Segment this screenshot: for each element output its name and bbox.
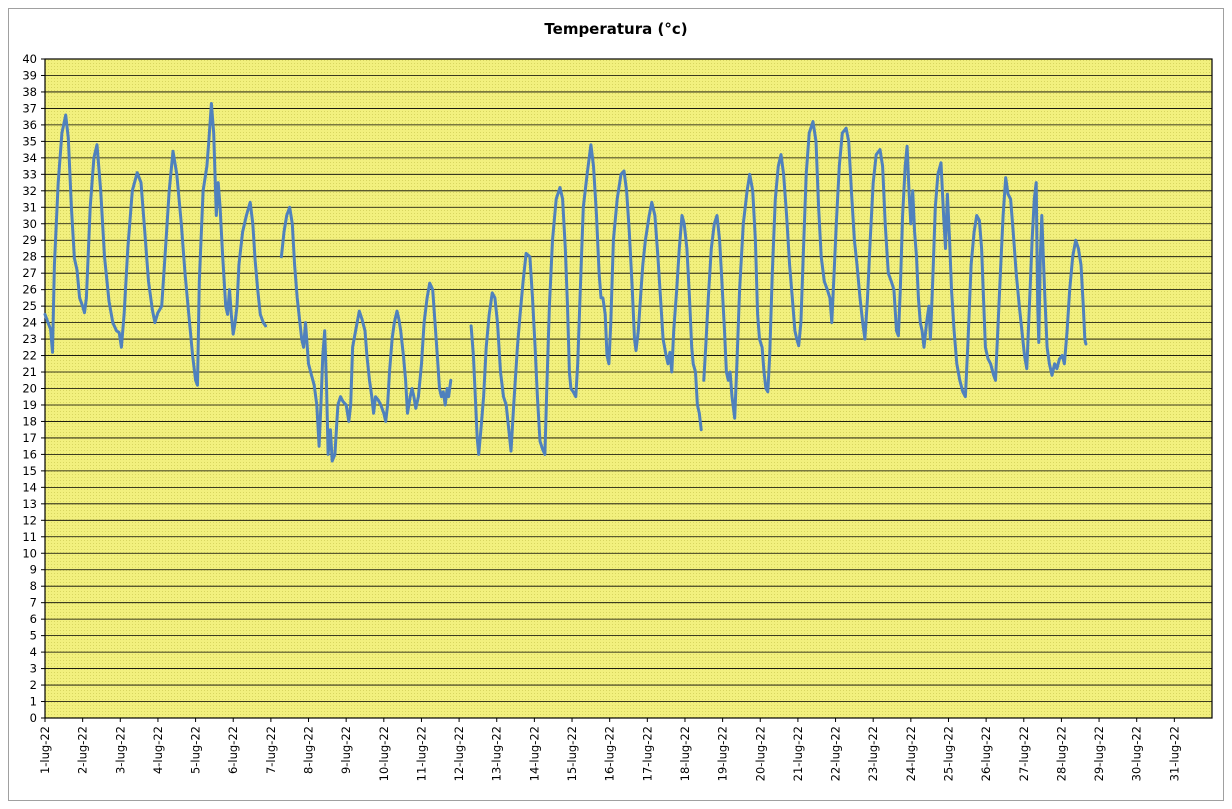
x-tick-label: 2-lug-22 — [76, 726, 90, 774]
y-tick-label: 6 — [30, 612, 37, 626]
y-tick-label: 8 — [30, 579, 37, 593]
y-tick-label: 11 — [22, 530, 37, 544]
x-tick-label: 20-lug-22 — [753, 726, 767, 781]
temperature-series-line — [469, 143, 703, 456]
y-tick-label: 24 — [22, 316, 37, 330]
x-tick-label: 14-lug-22 — [527, 726, 541, 781]
y-tick-label: 29 — [22, 233, 37, 247]
y-tick-label: 32 — [22, 184, 37, 198]
y-tick-label: 35 — [22, 134, 37, 148]
temperature-series-line — [702, 120, 1088, 420]
x-tick-label: 1-lug-22 — [38, 726, 52, 774]
y-tick-label: 2 — [30, 678, 37, 692]
x-tick-label: 21-lug-22 — [791, 726, 805, 781]
y-tick-label: 39 — [22, 68, 37, 82]
y-tick-label: 26 — [22, 283, 37, 297]
x-tick-label: 8-lug-22 — [302, 726, 316, 774]
x-tick-label: 6-lug-22 — [226, 726, 240, 774]
x-tick-label: 15-lug-22 — [565, 726, 579, 781]
y-tick-label: 12 — [22, 513, 37, 527]
y-tick-label: 3 — [30, 662, 37, 676]
y-tick-label: 0 — [30, 711, 37, 725]
y-tick-label: 14 — [22, 480, 37, 494]
y-tick-label: 23 — [22, 332, 37, 346]
x-tick-label: 25-lug-22 — [941, 726, 955, 781]
y-tick-label: 28 — [22, 250, 37, 264]
y-tick-label: 27 — [22, 266, 37, 280]
y-tick-label: 34 — [22, 151, 37, 165]
x-tick-label: 18-lug-22 — [678, 726, 692, 781]
x-tick-label: 23-lug-22 — [866, 726, 880, 781]
y-tick-label: 20 — [22, 382, 37, 396]
x-tick-label: 9-lug-22 — [339, 726, 353, 774]
y-tick-label: 19 — [22, 398, 37, 412]
x-tick-label: 29-lug-22 — [1092, 726, 1106, 781]
y-tick-label: 5 — [30, 629, 37, 643]
y-tick-label: 15 — [22, 464, 37, 478]
y-tick-label: 40 — [22, 52, 37, 66]
x-tick-label: 26-lug-22 — [979, 726, 993, 781]
x-tick-label: 17-lug-22 — [640, 726, 654, 781]
y-tick-label: 9 — [30, 563, 37, 577]
x-tick-label: 24-lug-22 — [904, 726, 918, 781]
x-tick-label: 27-lug-22 — [1017, 726, 1031, 781]
x-tick-label: 13-lug-22 — [490, 726, 504, 781]
x-tick-label: 4-lug-22 — [151, 726, 165, 774]
x-tick-label: 5-lug-22 — [189, 726, 203, 774]
y-tick-label: 36 — [22, 118, 37, 132]
chart-title: Temperatura (°c) — [544, 20, 688, 38]
y-tick-label: 37 — [22, 101, 37, 115]
y-tick-label: 22 — [22, 349, 37, 363]
x-tick-label: 11-lug-22 — [414, 726, 428, 781]
x-tick-label: 31-lug-22 — [1167, 726, 1181, 781]
x-tick-label: 7-lug-22 — [264, 726, 278, 774]
x-tick-label: 28-lug-22 — [1054, 726, 1068, 781]
y-tick-label: 25 — [22, 299, 37, 313]
y-tick-label: 17 — [22, 431, 37, 445]
y-tick-label: 33 — [22, 167, 37, 181]
y-tick-label: 10 — [22, 546, 37, 560]
y-tick-label: 13 — [22, 497, 37, 511]
x-tick-label: 3-lug-22 — [113, 726, 127, 774]
y-tick-label: 21 — [22, 365, 37, 379]
x-tick-label: 30-lug-22 — [1130, 726, 1144, 781]
x-tick-label: 19-lug-22 — [716, 726, 730, 781]
y-tick-label: 7 — [30, 596, 37, 610]
y-tick-label: 4 — [30, 645, 37, 659]
x-tick-label: 12-lug-22 — [452, 726, 466, 781]
y-tick-label: 16 — [22, 447, 37, 461]
y-tick-label: 31 — [22, 200, 37, 214]
y-tick-label: 30 — [22, 217, 37, 231]
y-tick-label: 38 — [22, 85, 37, 99]
temperature-series-line — [43, 102, 268, 387]
x-tick-label: 22-lug-22 — [829, 726, 843, 781]
x-tick-label: 10-lug-22 — [377, 726, 391, 781]
x-tick-label: 16-lug-22 — [603, 726, 617, 781]
y-tick-label: 1 — [30, 695, 37, 709]
temperature-series-line — [279, 205, 453, 463]
y-tick-label: 18 — [22, 414, 37, 428]
